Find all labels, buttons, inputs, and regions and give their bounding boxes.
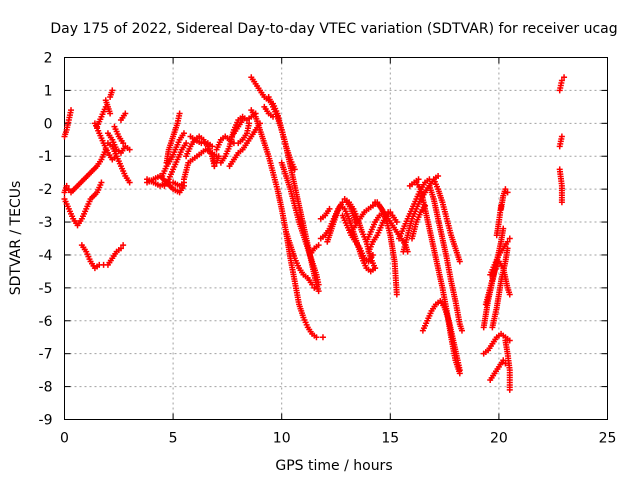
y-axis-label: SDTVAR / TECUs	[8, 181, 24, 296]
data-point	[372, 265, 379, 272]
gridlines	[64, 57, 608, 420]
data-point	[176, 110, 183, 117]
data-point	[122, 110, 129, 117]
data-point	[239, 117, 246, 124]
y-tick-label: -8	[39, 380, 53, 396]
data-point	[558, 77, 565, 84]
data-point	[369, 251, 376, 258]
data-point	[65, 186, 72, 193]
y-tick-label: -3	[39, 215, 53, 231]
data-point	[98, 179, 105, 186]
data-point	[500, 357, 507, 364]
data-point	[183, 140, 190, 147]
data-point	[215, 153, 222, 160]
data-point	[313, 334, 320, 341]
x-tick-label: 15	[381, 431, 399, 447]
x-tick-label: 25	[599, 431, 617, 447]
data-point	[117, 245, 124, 252]
data-point	[558, 199, 565, 206]
data-point	[506, 386, 513, 393]
data-point	[291, 166, 298, 173]
y-tick-label: -2	[39, 182, 53, 198]
data-point	[228, 133, 235, 140]
y-tick-label: -6	[39, 314, 53, 330]
y-tick-label: 2	[44, 51, 53, 67]
data-point	[180, 182, 187, 189]
x-axis-label: GPS time / hours	[275, 458, 392, 474]
data-point	[561, 74, 568, 81]
data-point	[502, 186, 509, 193]
data-point	[315, 242, 322, 249]
data-point	[319, 334, 326, 341]
data-point	[246, 120, 253, 127]
data-point	[211, 163, 218, 170]
data-point	[458, 327, 465, 334]
data-point	[387, 209, 394, 216]
chart-title: Day 175 of 2022, Sidereal Day-to-day VTE…	[50, 21, 617, 37]
y-tick-label: -1	[39, 149, 53, 165]
y-tick-label: -7	[39, 347, 53, 363]
data-point	[126, 146, 133, 153]
data-point	[311, 284, 318, 291]
data-point	[504, 189, 511, 196]
data-point	[209, 143, 216, 150]
data-point	[309, 281, 316, 288]
data-point	[435, 172, 442, 179]
data-point	[126, 179, 133, 186]
data-point	[326, 205, 333, 212]
data-point	[500, 225, 507, 232]
y-tick-label: -4	[39, 248, 53, 264]
data-point	[504, 238, 511, 245]
data-point	[558, 133, 565, 140]
plot-frame	[64, 57, 608, 420]
data-point	[415, 176, 422, 183]
data-point	[107, 110, 114, 117]
y-tick-label: 1	[44, 83, 53, 99]
y-tick-label: -9	[39, 413, 53, 429]
data-point	[120, 242, 127, 249]
data-point	[180, 130, 187, 137]
y-tick-label: -5	[39, 281, 53, 297]
data-point	[120, 140, 127, 147]
data-point	[68, 107, 75, 114]
x-tick-label: 5	[169, 431, 178, 447]
data-point	[506, 235, 513, 242]
x-tick-label: 20	[490, 431, 508, 447]
data-point	[109, 87, 116, 94]
data-point	[506, 291, 513, 298]
y-tick-label: 0	[44, 116, 53, 132]
data-point	[456, 258, 463, 265]
data-point	[63, 182, 70, 189]
data-point	[456, 367, 463, 374]
data-point	[393, 291, 400, 298]
data-point	[504, 245, 511, 252]
data-points	[61, 74, 568, 393]
data-point	[315, 281, 322, 288]
data-point	[315, 288, 322, 295]
x-tick-label: 10	[273, 431, 291, 447]
x-tick-label: 0	[60, 431, 69, 447]
data-point	[393, 219, 400, 226]
